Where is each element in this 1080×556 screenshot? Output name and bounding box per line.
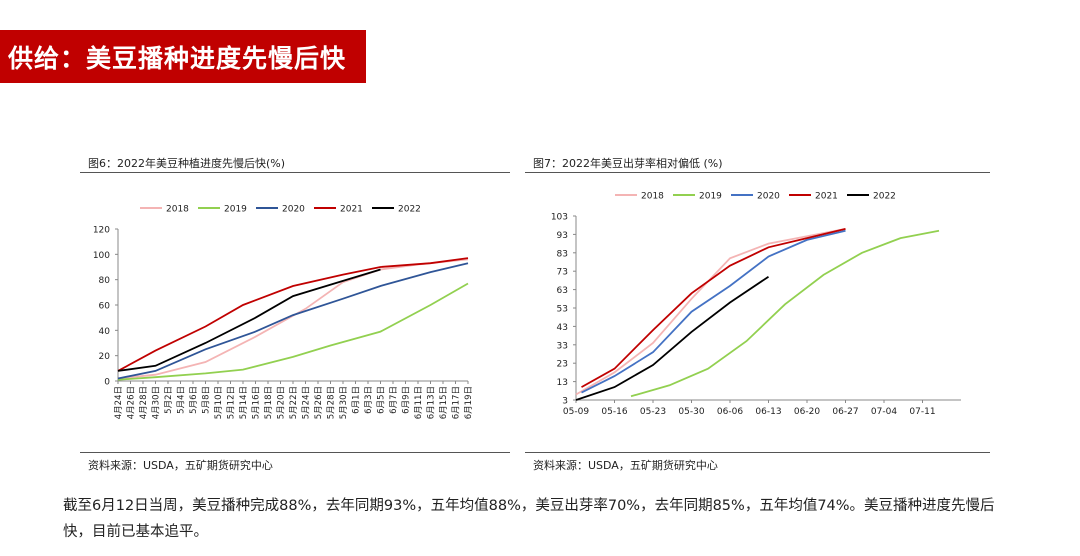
x-tick-label: 4月28日 [139,386,149,419]
x-tick-label: 6月13日 [427,386,437,419]
x-tick-label: 05-23 [640,407,666,417]
y-tick-label: 80 [99,276,111,286]
legend-label-2021: 2021 [815,192,838,202]
x-tick-label: 06-20 [794,407,820,417]
series-line-2022 [575,275,770,401]
page-title: 供给：美豆播种进度先慢后快 [8,44,347,73]
series-line-2018 [575,228,846,396]
figure6-top-rule [80,172,510,173]
x-tick-label: 5月16日 [252,386,262,419]
legend-label-2018: 2018 [641,192,664,202]
figure7-caption: 图7：2022年美豆出芽率相对偏低 (%) [533,157,723,170]
x-tick-label: 6月19日 [464,386,474,419]
y-tick-label: 3 [562,397,568,407]
y-tick-label: 100 [93,251,110,261]
y-tick-label: 43 [557,323,568,333]
x-tick-label: 5月30日 [339,386,349,419]
x-tick-label: 5月18日 [264,386,274,419]
x-tick-label: 5月10日 [214,386,224,419]
x-tick-label: 07-04 [871,407,897,417]
x-tick-label: 4月26日 [127,386,137,419]
series-line-2021 [117,257,469,372]
x-tick-label: 4月24日 [114,386,124,419]
x-tick-label: 5月26日 [314,386,324,419]
x-tick-label: 5月2日 [164,386,174,414]
x-tick-label: 07-11 [909,407,935,417]
legend-label-2020: 2020 [757,192,780,202]
x-tick-label: 6月17日 [452,386,462,419]
legend-label-2021: 2021 [340,205,363,215]
x-tick-label: 06-06 [717,407,743,417]
y-tick-label: 53 [557,305,568,315]
x-tick-label: 5月24日 [302,386,312,419]
summary-paragraph: 截至6月12日当周，美豆播种完成88%，去年同期93%，五年均值88%，美豆出芽… [63,498,995,540]
y-tick-label: 120 [93,226,110,236]
x-tick-label: 6月3日 [364,386,374,414]
series-line-2022 [117,268,381,372]
figure7-bottom-rule [525,452,990,453]
x-tick-label: 6月1日 [352,386,362,414]
figure6-bottom-rule [80,452,510,453]
y-tick-label: 103 [551,213,568,223]
y-tick-label: 73 [557,268,568,278]
figure7-top-rule [525,172,990,173]
legend-label-2019: 2019 [224,205,247,215]
series-line-2020 [581,229,846,394]
x-tick-label: 6月9日 [402,386,412,414]
x-tick-label: 6月11日 [414,386,424,419]
x-tick-label: 4月30日 [152,386,162,419]
title-banner: 供给：美豆播种进度先慢后快 [0,30,366,83]
series-line-2021 [581,228,846,388]
figure7-source: 资料来源：USDA，五矿期货研究中心 [533,459,718,472]
y-tick-label: 60 [99,302,111,312]
y-tick-label: 33 [557,341,568,351]
x-tick-label: 5月8日 [202,386,212,414]
figure6-caption: 图6：2022年美豆种植进度先慢后快(%) [88,157,286,170]
x-tick-label: 6月5日 [377,386,387,414]
series-line-2019 [117,282,469,381]
legend-label-2019: 2019 [699,192,722,202]
y-tick-label: 40 [99,327,111,337]
x-tick-label: 5月6日 [189,386,199,414]
x-tick-label: 5月12日 [227,386,237,419]
legend-label-2018: 2018 [166,205,189,215]
x-tick-label: 05-30 [678,407,704,417]
x-tick-label: 5月4日 [177,386,187,414]
legend-label-2022: 2022 [398,205,421,215]
planting-progress-chart: 2018 2019 2020 2021 2022 0 20 40 60 80 100 120 4月24日… [93,205,474,420]
y-tick-label: 63 [557,286,568,296]
legend-label-2020: 2020 [282,205,305,215]
x-tick-label: 5月14日 [239,386,249,419]
figure6-source: 资料来源：USDA，五矿期货研究中心 [88,459,273,472]
y-tick-label: 93 [557,231,568,241]
series-line-2020 [117,262,469,380]
y-tick-label: 13 [557,378,568,388]
emergence-rate-chart: 2018 2019 2020 2021 2022 3 13 23 33 43 53 63 73 83 93 1… [551,192,961,417]
x-tick-label: 05-09 [563,407,589,417]
y-tick-label: 83 [557,249,568,259]
series-line-2018 [117,258,469,380]
y-tick-label: 23 [557,360,568,370]
x-tick-label: 06-13 [755,407,781,417]
x-tick-label: 06-27 [832,407,858,417]
x-tick-label: 5月28日 [327,386,337,419]
legend-label-2022: 2022 [873,192,896,202]
series-line-2019 [630,229,940,398]
x-tick-label: 6月15日 [439,386,449,419]
x-tick-label: 05-16 [601,407,627,417]
x-tick-label: 5月22日 [289,386,299,419]
y-tick-label: 0 [104,378,110,388]
y-tick-label: 20 [99,352,111,362]
x-tick-label: 5月20日 [277,386,287,419]
x-tick-label: 6月7日 [389,386,399,414]
